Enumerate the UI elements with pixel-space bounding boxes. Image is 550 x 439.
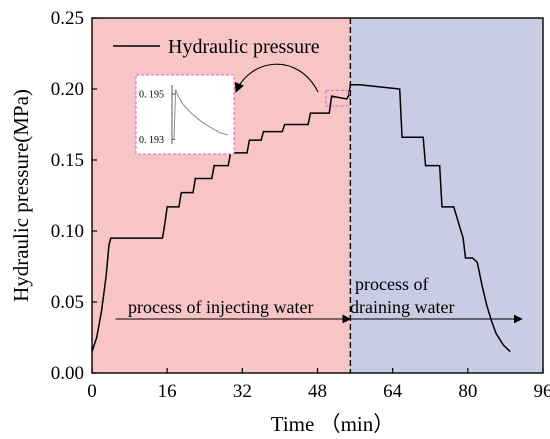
inset-box	[135, 74, 235, 155]
y-tick-label: 0.05	[51, 292, 84, 313]
inset-curve	[173, 89, 229, 140]
y-tick-label: 0.00	[51, 363, 84, 384]
y-tick-label: 0.15	[51, 150, 84, 171]
x-tick-label: 96	[534, 381, 550, 402]
x-tick-label: 64	[383, 381, 403, 402]
y-tick-label: 0.25	[51, 8, 84, 29]
x-tick-label: 0	[87, 381, 97, 402]
y-tick-label: 0.10	[51, 221, 84, 242]
zoom-region-box	[325, 89, 350, 107]
x-tick-label: 80	[458, 381, 477, 402]
inset-y-tick-label: 0. 193	[139, 135, 164, 146]
draining-water-label-line2: draining water	[350, 297, 454, 317]
y-tick-label: 0.20	[51, 79, 84, 100]
legend-label-hydraulic-pressure: Hydraulic pressure	[168, 36, 320, 58]
x-axis-title: Time （min）	[271, 412, 395, 436]
draining-water-label-line1: process of	[355, 274, 428, 294]
series-line-hydraulic-pressure	[91, 83, 511, 353]
injecting-water-label: process of injecting water	[128, 297, 313, 317]
x-tick-label: 32	[233, 381, 252, 402]
x-tick-label: 48	[308, 381, 327, 402]
y-axis-title: Hydraulic pressure(MPa)	[9, 89, 33, 302]
x-tick-label: 16	[158, 381, 177, 402]
injecting-region	[92, 18, 351, 373]
zoom-callout-arrow	[234, 63, 319, 93]
draining-region	[350, 18, 543, 373]
inset-y-tick-label: 0. 195	[139, 90, 164, 101]
